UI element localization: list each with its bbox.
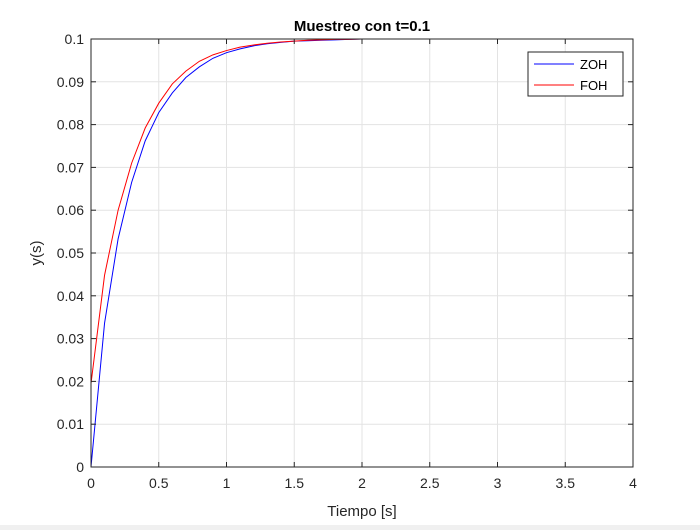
y-tick-label: 0.09 <box>57 74 84 90</box>
plot-area: 0 0.5 1 1.5 2 2.5 3 3.5 4 0 0.01 0.02 0.03 0.04 0.05 0.… <box>57 31 637 491</box>
y-tick-label: 0.01 <box>57 416 84 432</box>
y-tick-label: 0.08 <box>57 117 84 133</box>
y-tick-label: 0.04 <box>57 288 84 304</box>
y-tick-label: 0.06 <box>57 202 84 218</box>
chart-title: Muestreo con t=0.1 <box>294 18 430 35</box>
legend-label-foh: FOH <box>580 78 607 93</box>
x-axis-label: Tiempo [s] <box>327 503 396 520</box>
legend-label-zoh: ZOH <box>580 57 607 72</box>
x-tick-label: 3 <box>494 475 502 491</box>
x-tick-label: 0.5 <box>149 475 169 491</box>
x-tick-label: 1.5 <box>285 475 305 491</box>
y-tick-label: 0 <box>76 459 84 475</box>
x-tick-label: 3.5 <box>556 475 576 491</box>
x-tick-label: 2.5 <box>420 475 440 491</box>
legend-box <box>527 51 624 97</box>
y-tick-label: 0.05 <box>57 245 84 261</box>
x-tick-label: 2 <box>358 475 366 491</box>
x-tick-label: 0 <box>87 475 95 491</box>
y-tick-label: 0.1 <box>65 31 85 47</box>
x-tick-label: 1 <box>223 475 231 491</box>
y-tick-label: 0.02 <box>57 373 84 389</box>
x-tick-label: 4 <box>629 475 637 491</box>
y-tick-label: 0.07 <box>57 159 84 175</box>
y-tick-label: 0.03 <box>57 331 84 347</box>
y-axis-label: y(s) <box>28 241 45 266</box>
